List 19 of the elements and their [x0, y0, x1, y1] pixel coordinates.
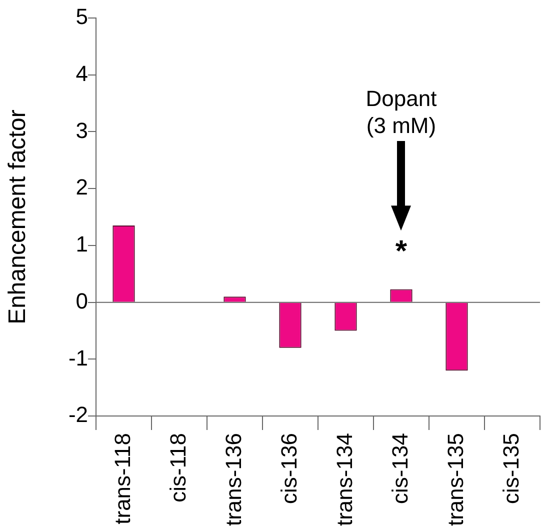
y-tick-label: 3 [76, 118, 88, 143]
y-tick-label: 5 [76, 4, 88, 30]
x-tick-label: trans-136 [220, 433, 246, 526]
y-tick-label: 0 [76, 288, 88, 314]
y-tick-label: -2 [68, 402, 88, 428]
y-tick-label: 1 [76, 232, 88, 257]
x-tick-label: trans-134 [332, 433, 357, 526]
x-tick-label: trans-118 [110, 433, 135, 524]
x-tick-label: cis-118 [165, 433, 190, 502]
y-tick-label: 4 [76, 60, 88, 86]
y-tick-label: 2 [76, 174, 88, 200]
x-tick-label: cis-136 [276, 433, 302, 504]
annotation: Dopant (3 mM) [366, 86, 437, 138]
y-axis-title: Enhancement factor [4, 110, 32, 324]
x-tick-label: cis-134 [387, 433, 412, 504]
x-tick-label: cis-135 [498, 433, 524, 504]
y-tick-label: -1 [68, 345, 88, 370]
x-tick-label: trans-135 [442, 433, 468, 526]
annotation: * [395, 235, 408, 268]
